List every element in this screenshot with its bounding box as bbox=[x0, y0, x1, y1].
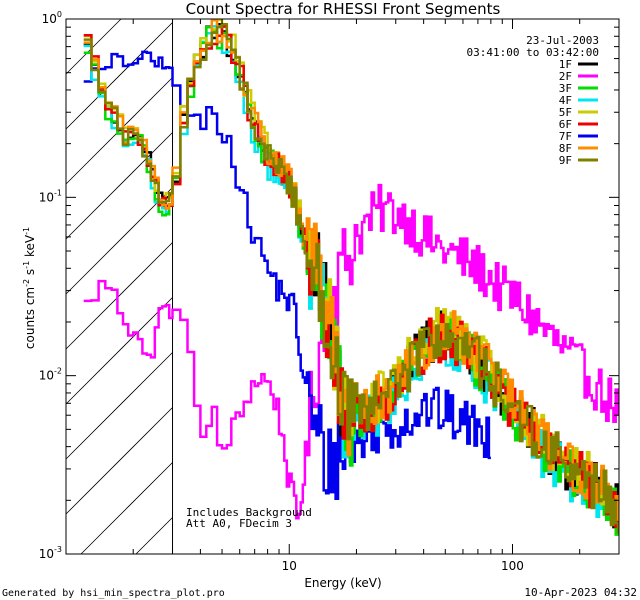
y-tick-base: 10 bbox=[39, 547, 54, 561]
y-tick-label: 100 bbox=[42, 10, 62, 26]
y-tick-exponent: 0 bbox=[57, 10, 62, 19]
date-label: 23-Jul-2003 bbox=[526, 34, 599, 47]
hatch-line bbox=[65, 242, 173, 350]
x-tick-labels: 10 100 bbox=[282, 559, 524, 573]
legend-label-2f: 2F bbox=[559, 70, 572, 83]
hatch-line bbox=[65, 407, 173, 515]
y-axis-label-exp2: -1 bbox=[22, 261, 31, 269]
hatch-line bbox=[65, 22, 173, 130]
legend-label-1f: 1F bbox=[559, 58, 572, 71]
legend-label-7f: 7F bbox=[559, 130, 572, 143]
series-9f-line bbox=[83, 22, 619, 534]
legend-label-3f: 3F bbox=[559, 82, 572, 95]
axis-ticks bbox=[65, 19, 620, 555]
y-tick-label: 10-3 bbox=[39, 545, 62, 561]
y-tick-base: 10 bbox=[39, 190, 54, 204]
y-tick-label: 10-2 bbox=[39, 367, 62, 383]
y-axis-label-exp3: -1 bbox=[22, 227, 31, 235]
y-axis-label-exp1: -2 bbox=[22, 279, 31, 287]
x-tick-label: 100 bbox=[501, 559, 524, 573]
annotation-background: Includes Background bbox=[186, 506, 312, 519]
legend-label-4f: 4F bbox=[559, 94, 572, 107]
legend-label-9f: 9F bbox=[559, 154, 572, 167]
y-tick-exponent: -1 bbox=[54, 188, 62, 197]
chart-title: Count Spectra for RHESSI Front Segments bbox=[186, 0, 501, 18]
y-axis-label-end: keV bbox=[23, 234, 37, 261]
hatch-line bbox=[65, 297, 173, 405]
generated-by-label: Generated by hsi_min_spectra_plot.pro bbox=[2, 588, 225, 599]
series-2f-line bbox=[83, 183, 619, 520]
hatch-line bbox=[65, 132, 173, 240]
x-axis-label: Energy (keV) bbox=[304, 576, 381, 590]
hatch-line bbox=[65, 187, 173, 295]
y-tick-label: 10-1 bbox=[39, 188, 62, 204]
y-tick-exponent: -2 bbox=[54, 367, 62, 376]
y-tick-base: 10 bbox=[42, 12, 57, 26]
y-axis-label-mid: s bbox=[23, 269, 37, 279]
background-hatch-region bbox=[65, 18, 174, 555]
plot-frame bbox=[65, 18, 620, 555]
series-layer bbox=[83, 19, 619, 536]
legend-label-5f: 5F bbox=[559, 106, 572, 119]
y-tick-base: 10 bbox=[39, 369, 54, 383]
hatch-line bbox=[65, 352, 173, 460]
hatch-line bbox=[135, 517, 173, 555]
x-tick-label: 10 bbox=[282, 559, 297, 573]
y-axis-label: counts cm-2 s-1 keV-1 bbox=[22, 227, 37, 349]
generation-date-label: 10-Apr-2023 04:32 bbox=[524, 586, 637, 599]
y-axis-label-main: counts cm bbox=[23, 287, 37, 349]
series-7f-line bbox=[83, 50, 491, 500]
hatch-line bbox=[65, 18, 122, 75]
series-8f-line bbox=[83, 19, 619, 521]
hatch-line bbox=[80, 462, 173, 555]
legend-label-6f: 6F bbox=[559, 118, 572, 131]
y-tick-exponent: -3 bbox=[54, 545, 62, 554]
time-range-label: 03:41:00 to 03:42:00 bbox=[467, 46, 599, 59]
annotation-attenuator: Att A0, FDecim 3 bbox=[186, 517, 292, 530]
legend-label-8f: 8F bbox=[559, 142, 572, 155]
